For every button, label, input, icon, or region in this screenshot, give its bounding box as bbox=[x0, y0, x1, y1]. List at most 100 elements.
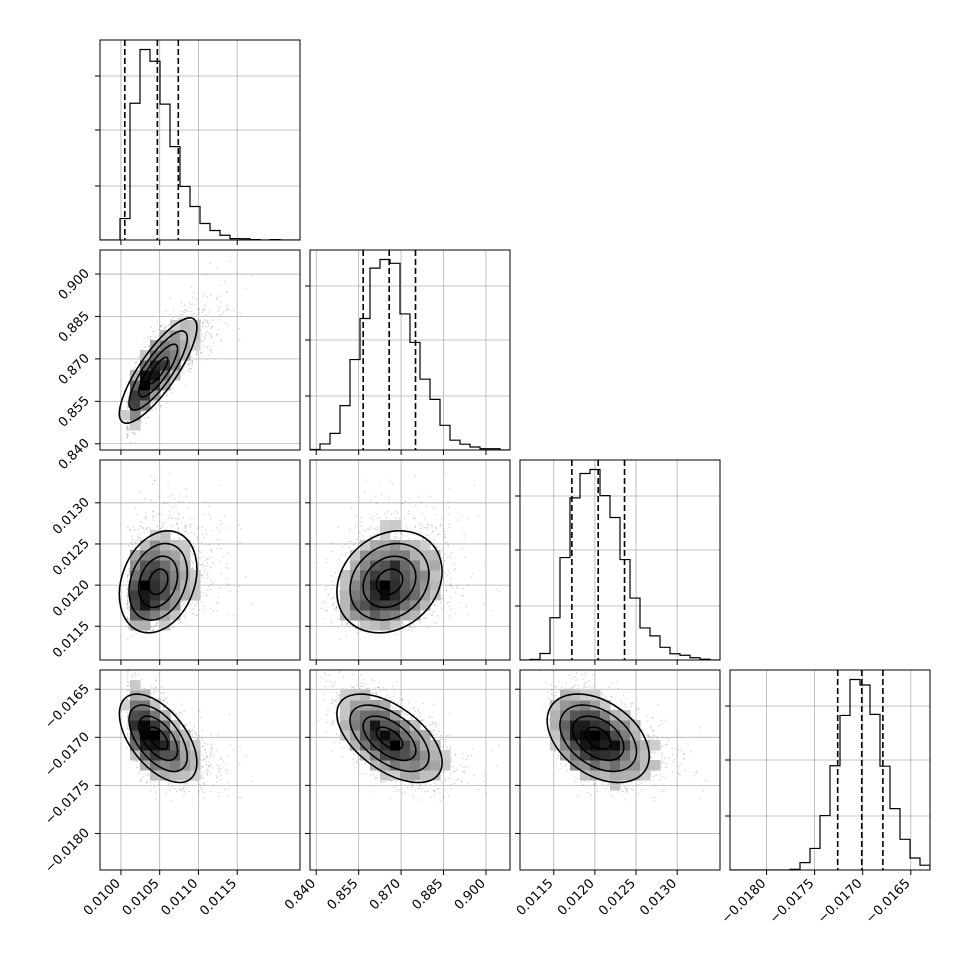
sample-point bbox=[137, 535, 139, 537]
sample-point bbox=[187, 506, 189, 509]
sample-point bbox=[178, 527, 180, 529]
sample-point bbox=[196, 314, 199, 317]
sample-point bbox=[205, 533, 208, 535]
sample-point bbox=[156, 622, 158, 625]
sample-point bbox=[185, 384, 187, 386]
sample-point bbox=[218, 306, 220, 309]
sample-point bbox=[212, 581, 214, 584]
sample-point bbox=[219, 519, 222, 522]
sample-point bbox=[197, 601, 199, 604]
sample-point bbox=[225, 578, 228, 580]
sample-point bbox=[180, 317, 182, 319]
sample-point bbox=[218, 587, 220, 589]
sample-point bbox=[205, 332, 207, 334]
sample-point bbox=[178, 500, 181, 503]
sample-point bbox=[193, 303, 195, 306]
sample-point bbox=[192, 562, 194, 565]
sample-point bbox=[220, 339, 223, 341]
sample-point bbox=[239, 541, 241, 543]
sample-point bbox=[126, 436, 129, 438]
sample-point bbox=[201, 533, 204, 535]
density-cell bbox=[180, 320, 191, 331]
sample-point bbox=[128, 609, 130, 612]
sample-point bbox=[178, 317, 180, 320]
sample-point bbox=[127, 526, 129, 528]
sample-point bbox=[251, 603, 254, 606]
sample-point bbox=[210, 530, 212, 532]
sample-point bbox=[208, 322, 211, 325]
sample-point bbox=[199, 564, 202, 566]
sample-point bbox=[133, 432, 136, 435]
sample-point bbox=[238, 339, 241, 341]
sample-point bbox=[205, 559, 207, 562]
sample-point bbox=[181, 313, 183, 316]
sample-point bbox=[155, 622, 158, 624]
sample-point bbox=[196, 537, 199, 540]
sample-point bbox=[141, 410, 144, 413]
sample-point bbox=[209, 588, 212, 591]
sample-point bbox=[217, 601, 219, 604]
sample-point bbox=[128, 627, 130, 630]
sample-point bbox=[164, 502, 166, 505]
sample-point bbox=[152, 330, 155, 333]
sample-point bbox=[126, 603, 128, 606]
sample-point bbox=[154, 625, 156, 627]
sample-point bbox=[126, 617, 129, 620]
density-cell bbox=[150, 340, 161, 351]
sample-point bbox=[209, 566, 212, 569]
sample-point bbox=[149, 475, 152, 478]
sample-point bbox=[210, 583, 213, 586]
density-cell bbox=[150, 380, 161, 391]
sample-point bbox=[201, 311, 203, 314]
sample-point bbox=[199, 551, 202, 554]
sample-point bbox=[160, 325, 162, 327]
sample-point bbox=[169, 473, 171, 475]
sample-point bbox=[197, 318, 199, 320]
sample-point bbox=[216, 334, 218, 336]
sample-point bbox=[201, 601, 204, 604]
sample-point bbox=[217, 596, 220, 599]
sample-point bbox=[126, 577, 128, 579]
sample-point bbox=[160, 324, 163, 327]
sample-point bbox=[180, 621, 182, 623]
sample-point bbox=[127, 433, 129, 436]
sample-point bbox=[209, 556, 212, 558]
sample-point bbox=[240, 527, 242, 530]
sample-point bbox=[131, 635, 134, 637]
sample-point bbox=[218, 560, 220, 563]
sample-point bbox=[161, 315, 164, 317]
sample-point bbox=[164, 528, 167, 531]
sample-point bbox=[154, 336, 157, 338]
sample-point bbox=[189, 368, 191, 370]
sample-point bbox=[187, 532, 189, 535]
sample-point bbox=[209, 517, 212, 520]
sample-point bbox=[170, 494, 173, 496]
sample-point bbox=[225, 566, 227, 569]
sample-point bbox=[145, 518, 147, 521]
sample-point bbox=[199, 557, 201, 559]
sample-point bbox=[160, 325, 162, 328]
density-cell bbox=[150, 370, 161, 381]
sample-point bbox=[225, 527, 228, 529]
sample-point bbox=[152, 626, 155, 629]
sample-point bbox=[161, 526, 164, 529]
sample-point bbox=[201, 321, 204, 324]
sample-point bbox=[233, 614, 236, 617]
sample-point bbox=[158, 402, 161, 404]
sample-point bbox=[164, 326, 166, 328]
sample-point bbox=[184, 309, 187, 311]
sample-point bbox=[194, 604, 196, 607]
sample-point bbox=[131, 535, 133, 538]
sample-point bbox=[200, 329, 202, 331]
sample-point bbox=[127, 428, 130, 431]
sample-point bbox=[181, 313, 184, 316]
sample-point bbox=[197, 526, 199, 528]
sample-point bbox=[188, 524, 191, 526]
sample-point bbox=[216, 267, 218, 270]
sample-point bbox=[133, 368, 135, 370]
sample-point bbox=[190, 310, 193, 313]
sample-point bbox=[138, 546, 140, 549]
sample-point bbox=[147, 345, 149, 347]
sample-point bbox=[193, 607, 195, 610]
sample-point bbox=[137, 542, 139, 544]
